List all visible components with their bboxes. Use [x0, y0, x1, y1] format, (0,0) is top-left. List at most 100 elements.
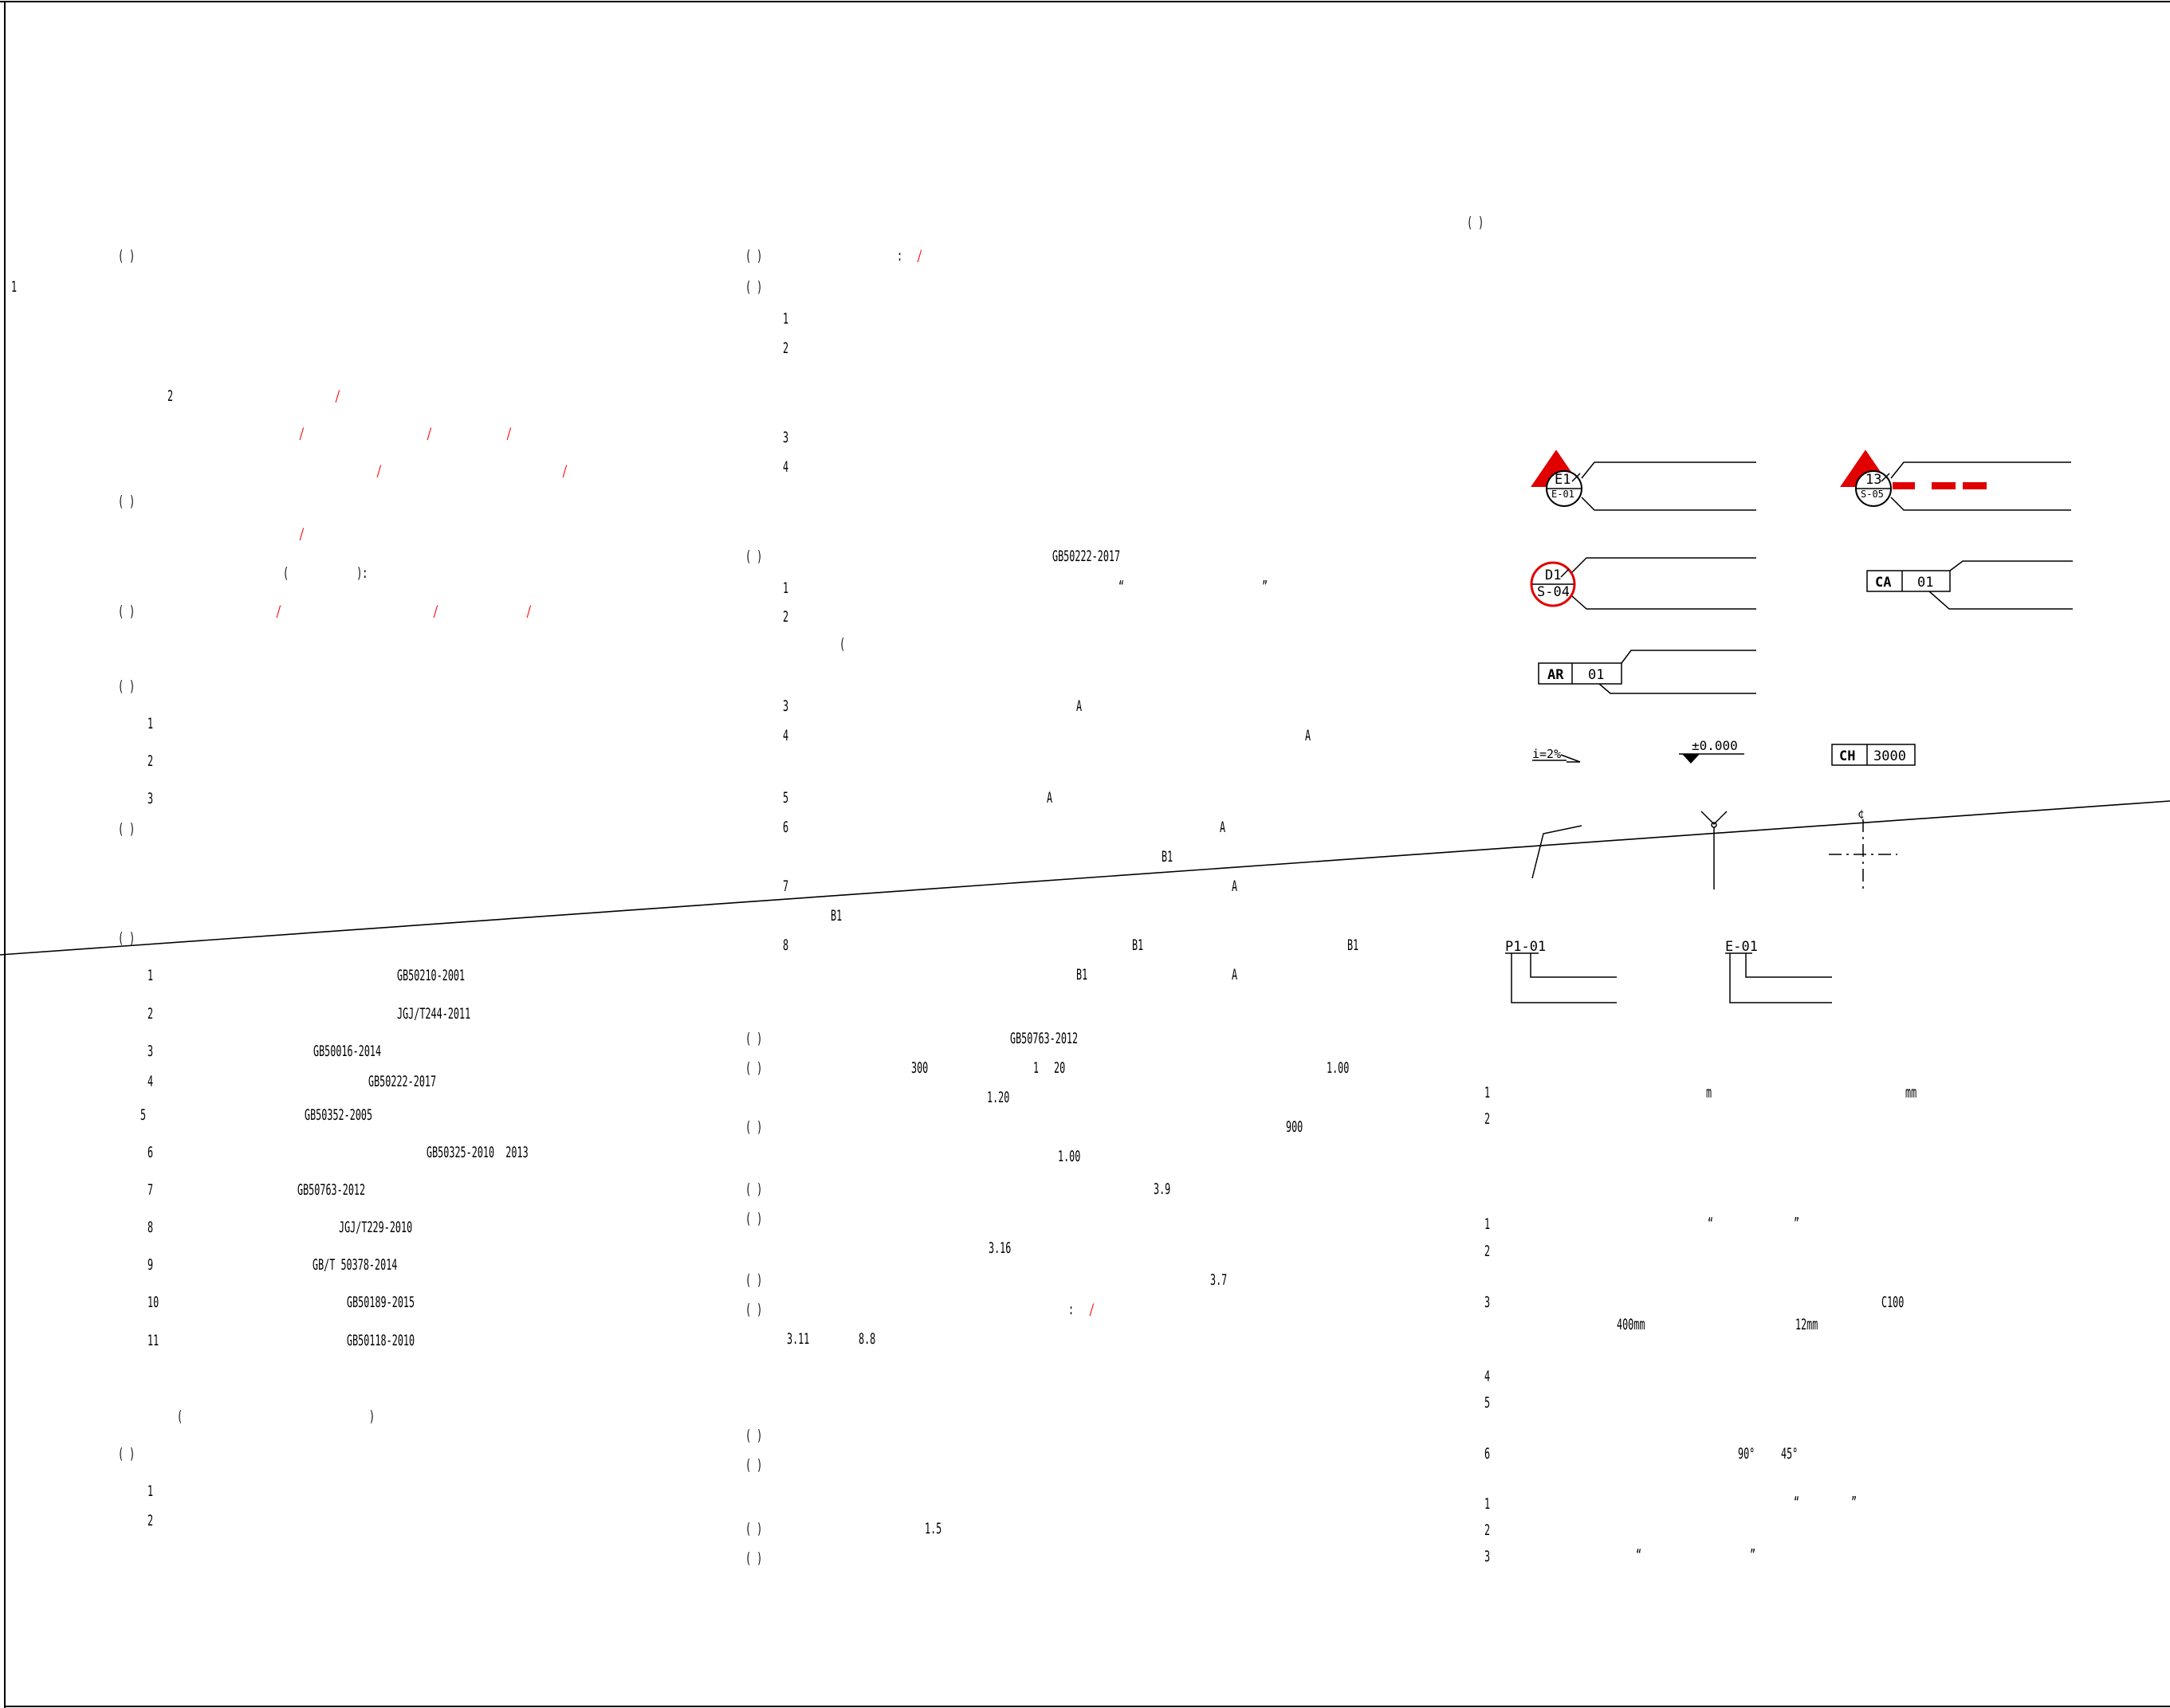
- centerline-label: ¢: [1857, 808, 1864, 821]
- tag-code: AR: [1547, 667, 1564, 683]
- value-label: 400mm: [1617, 1316, 1645, 1333]
- unit-label: m: [1706, 1084, 1712, 1101]
- index-label: 13: [1865, 472, 1881, 488]
- item-number: 6: [1484, 1445, 1491, 1463]
- fire-class-label: A: [1232, 966, 1238, 984]
- standard-number: 10: [147, 1294, 159, 1311]
- funnel-symbol: [1700, 811, 1728, 889]
- parenthetical: ( ):: [283, 564, 368, 582]
- item-number: 4: [783, 458, 789, 476]
- standard-code: GB50189-2015: [347, 1294, 415, 1311]
- item-number: 6: [783, 819, 789, 836]
- quote-mark: “: [1636, 1546, 1642, 1564]
- item-number: 2: [1484, 1521, 1491, 1539]
- level-symbol: ±0.000: [1679, 738, 1744, 764]
- red-dash: [1893, 482, 1915, 489]
- value-label: 1: [1033, 1059, 1040, 1077]
- ceiling-height-tag: CH 3000: [1831, 744, 1916, 766]
- slash-mark: /: [917, 247, 923, 265]
- unit-label: mm: [1905, 1084, 1917, 1101]
- break-line-symbol: [1531, 825, 1582, 879]
- colon-mark: :: [897, 247, 903, 265]
- fire-class-label: B1: [1347, 936, 1359, 954]
- fire-class-label: B1: [1162, 848, 1173, 866]
- fire-class-label: B1: [1076, 966, 1088, 984]
- centerline-symbol: ¢: [1829, 808, 1897, 889]
- slash-mark: /: [526, 603, 533, 620]
- item-number: 1: [1484, 1215, 1491, 1233]
- clause-heading: ( ): [118, 247, 136, 265]
- standard-code: GB50016-2014: [313, 1042, 382, 1060]
- standard-number: 11: [147, 1332, 159, 1349]
- item-number: 1: [147, 715, 154, 732]
- item-number: 3: [1484, 1548, 1491, 1565]
- clause-heading: ( ): [745, 1549, 763, 1567]
- standard-number: 6: [147, 1144, 154, 1161]
- clause-heading: ( ): [745, 1180, 763, 1198]
- quote-mark: ”: [1262, 578, 1268, 595]
- slash-mark: /: [376, 462, 383, 480]
- item-number: 4: [1484, 1368, 1491, 1385]
- clause-heading: ( ): [745, 1059, 763, 1077]
- slash-mark: /: [335, 387, 341, 405]
- clause-heading: ( ): [745, 548, 763, 565]
- slash-mark: /: [299, 425, 305, 442]
- tag-number: 3000: [1873, 748, 1906, 764]
- value-label: 1.00: [1327, 1059, 1350, 1077]
- clause-heading: ( ): [745, 1118, 763, 1136]
- standard-number: 8: [147, 1219, 154, 1236]
- fire-class-label: A: [1305, 727, 1311, 744]
- section-index-symbol: 13 S-05: [1840, 450, 2071, 511]
- tag-code: CH: [1839, 748, 1855, 764]
- elevation-index-symbol: E1 E-01: [1531, 450, 1756, 511]
- standard-code: JGJ/T244-2011: [397, 1005, 471, 1023]
- value-label: 1.5: [925, 1520, 942, 1537]
- clause-heading: ( ): [745, 1301, 763, 1318]
- standard-code: GB50210-2001: [397, 967, 466, 984]
- index-label: E1: [1555, 472, 1570, 488]
- item-number: 8: [783, 936, 789, 954]
- clause-heading: ( ): [118, 820, 136, 838]
- index-label: D1: [1545, 567, 1561, 583]
- elevation-reference-tag: E-01: [1725, 939, 1832, 1003]
- standard-number: 3: [147, 1042, 154, 1060]
- clause-heading: ( ): [118, 493, 136, 510]
- value-label: 3.16: [989, 1239, 1012, 1257]
- item-number: 1: [1484, 1495, 1491, 1513]
- item-number: 2: [147, 1512, 154, 1529]
- value-label: 90°: [1738, 1445, 1755, 1463]
- value-label: 45°: [1781, 1445, 1799, 1463]
- tag-code: CA: [1875, 575, 1891, 591]
- clause-heading: ( ): [118, 677, 136, 695]
- standard-code: GB/T 50378-2014: [313, 1256, 398, 1274]
- clause-heading: ( ): [118, 603, 136, 620]
- standard-number: 7: [147, 1181, 154, 1199]
- fire-class-label: B1: [1132, 936, 1144, 954]
- clause-heading: ( ): [745, 1030, 763, 1047]
- tag-number: 01: [1588, 667, 1604, 683]
- fire-class-label: A: [1047, 789, 1053, 807]
- sheet-ref-label: E-01: [1551, 489, 1574, 500]
- value-label: 3.7: [1210, 1271, 1228, 1289]
- item-number: 2: [783, 608, 789, 626]
- item-number: 3: [1484, 1294, 1491, 1311]
- slash-mark: /: [433, 603, 439, 620]
- value-label: 20: [1054, 1059, 1066, 1077]
- level-label: ±0.000: [1692, 738, 1738, 753]
- clause-heading: ( ): [745, 1520, 763, 1537]
- standard-code: GB50118-2010: [347, 1332, 415, 1349]
- item-number: 3: [783, 429, 789, 446]
- colon-mark: :: [1068, 1301, 1075, 1318]
- quote-mark: ”: [1750, 1546, 1756, 1564]
- red-dash: [1963, 482, 1987, 489]
- standard-code: GB50222-2017: [368, 1073, 437, 1090]
- item-number: 5: [783, 789, 789, 807]
- value-label: 1.20: [987, 1089, 1010, 1106]
- item-number: 1: [1484, 1084, 1491, 1101]
- fire-class-label: A: [1076, 697, 1083, 715]
- standard-code: GB50325-2010 2013: [427, 1144, 529, 1161]
- standard-number: 4: [147, 1073, 154, 1090]
- standard-code: JGJ/T229-2010: [339, 1219, 413, 1236]
- slash-mark: /: [427, 425, 433, 442]
